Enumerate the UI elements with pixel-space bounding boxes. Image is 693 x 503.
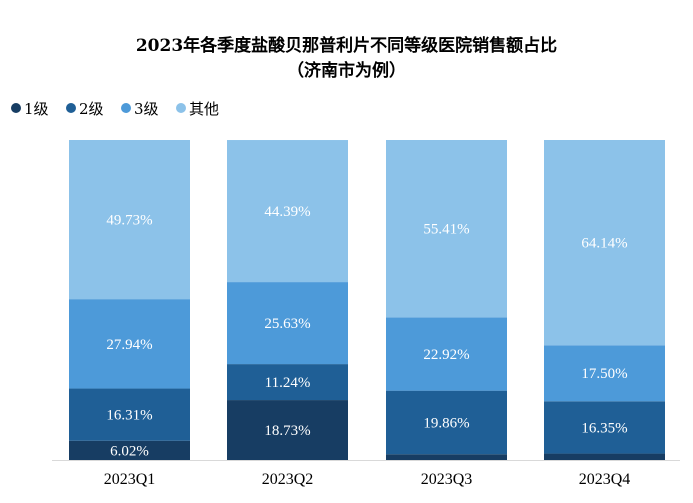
data-label-2023Q3-3: 22.92% bbox=[423, 347, 469, 363]
bar-segment-2023Q4-2 bbox=[544, 401, 665, 454]
legend-marker-3 bbox=[121, 103, 131, 113]
data-label-2023Q1-1: 6.02% bbox=[110, 443, 149, 459]
data-label-2023Q3-4: 55.41% bbox=[423, 222, 469, 238]
data-label-2023Q3-2: 19.86% bbox=[423, 415, 469, 431]
bar-segment-2023Q1-1 bbox=[69, 440, 190, 460]
bar-segment-2023Q2-1 bbox=[227, 400, 348, 460]
bar-segment-2023Q3-1 bbox=[386, 454, 507, 460]
data-label-2023Q1-3: 27.94% bbox=[106, 337, 152, 353]
bar-segment-2023Q3-4 bbox=[386, 140, 507, 318]
data-label-2023Q2-1: 18.73% bbox=[264, 423, 310, 439]
bar-segment-2023Q1-2 bbox=[69, 388, 190, 441]
bar-segment-2023Q2-2 bbox=[227, 364, 348, 401]
legend-label-3: 3级 bbox=[134, 100, 159, 118]
legend-marker-2 bbox=[66, 103, 76, 113]
bar-segment-2023Q3-2 bbox=[386, 390, 507, 455]
bar-segment-2023Q3-3 bbox=[386, 317, 507, 391]
x-tick-label-2023Q2: 2023Q2 bbox=[262, 471, 314, 488]
data-label-2023Q4-2: 16.35% bbox=[581, 420, 627, 436]
bar-segment-2023Q2-4 bbox=[227, 140, 348, 283]
x-tick-label-2023Q1: 2023Q1 bbox=[104, 471, 156, 488]
data-label-2023Q2-2: 11.24% bbox=[265, 375, 311, 391]
chart-title: 2023年各季度盐酸贝那普利片不同等级医院销售额占比 bbox=[135, 36, 558, 56]
data-label-2023Q4-4: 64.14% bbox=[581, 236, 627, 252]
data-label-2023Q2-4: 44.39% bbox=[264, 204, 310, 220]
data-label-2023Q2-3: 25.63% bbox=[264, 316, 310, 332]
data-label-2023Q1-2: 16.31% bbox=[106, 408, 152, 424]
data-label-2023Q4-3: 17.50% bbox=[581, 366, 627, 382]
bar-segment-2023Q1-3 bbox=[69, 299, 190, 389]
legend-marker-1 bbox=[11, 103, 21, 113]
chart-subtitle: （济南市为例） bbox=[287, 61, 406, 81]
bar-segment-2023Q4-3 bbox=[544, 345, 665, 402]
legend-label-2: 2级 bbox=[79, 100, 104, 118]
x-tick-label-2023Q4: 2023Q4 bbox=[579, 471, 631, 488]
legend-label-4: 其他 bbox=[189, 100, 219, 118]
data-label-2023Q1-4: 49.73% bbox=[106, 213, 152, 229]
bar-segment-2023Q2-3 bbox=[227, 282, 348, 365]
bar-segment-2023Q1-4 bbox=[69, 140, 190, 300]
bar-segment-2023Q4-1 bbox=[544, 453, 665, 460]
bar-segment-2023Q4-4 bbox=[544, 140, 665, 346]
legend-marker-4 bbox=[176, 103, 186, 113]
legend-label-1: 1级 bbox=[24, 100, 49, 118]
x-tick-label-2023Q3: 2023Q3 bbox=[421, 471, 473, 488]
